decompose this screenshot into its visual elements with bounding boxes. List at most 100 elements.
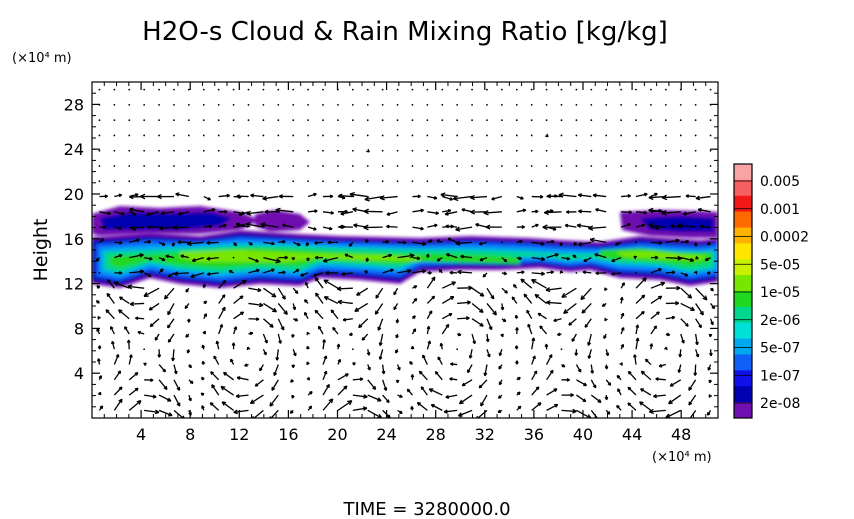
wind-vector-dot	[158, 165, 160, 167]
colorbar-swatch	[734, 275, 752, 292]
wind-vector	[685, 194, 696, 198]
y-tick-label: 28	[64, 95, 84, 114]
wind-vector	[114, 253, 123, 259]
wind-vector	[639, 401, 652, 411]
wind-vector	[603, 333, 607, 339]
wind-vector	[341, 272, 353, 276]
wind-vector-dot	[351, 88, 354, 91]
wind-vector	[210, 371, 220, 381]
x-tick-label: 40	[573, 425, 593, 444]
colorbar-label: 0.005	[760, 174, 800, 190]
wind-vector-dot	[441, 180, 444, 183]
wind-vector	[635, 210, 648, 215]
wind-vector	[323, 296, 339, 305]
wind-vector	[486, 303, 497, 316]
wind-vector	[619, 296, 624, 304]
wind-vector	[516, 195, 524, 200]
wind-vector-dot	[351, 348, 354, 351]
wind-vector	[546, 354, 553, 365]
wind-vector	[707, 364, 712, 371]
wind-vector-dot	[202, 180, 205, 183]
wind-vector-dot	[217, 88, 220, 91]
wind-vector-dot	[173, 134, 175, 137]
wind-vector	[314, 309, 324, 320]
wind-vector	[173, 364, 178, 375]
wind-vector	[186, 240, 204, 247]
wind-vector	[410, 345, 415, 350]
wind-vector	[457, 316, 470, 321]
wind-vector	[544, 343, 549, 350]
wind-vector-dot	[515, 180, 518, 183]
wind-vector	[218, 279, 227, 289]
wind-vector	[648, 222, 666, 229]
wind-vector	[470, 209, 487, 215]
wind-vector	[649, 343, 654, 350]
wind-vector-dot	[292, 165, 295, 167]
wind-vector	[233, 279, 247, 289]
wind-vector	[129, 253, 144, 259]
wind-vector-dot	[247, 104, 250, 106]
colorbar-swatch	[734, 386, 752, 403]
wind-vector	[546, 369, 554, 381]
upper-cloud-band	[92, 206, 718, 238]
wind-vector	[680, 333, 685, 344]
wind-vector	[344, 253, 354, 259]
wind-vector-dot	[381, 180, 384, 183]
wind-vector-dot	[620, 88, 623, 91]
wind-vector	[616, 374, 622, 381]
wind-vector-dot	[500, 88, 503, 91]
wind-vector	[455, 226, 473, 232]
chart-title: H2O-s Cloud & Rain Mixing Ratio [kg/kg]	[142, 17, 668, 47]
wind-vector	[687, 409, 697, 418]
wind-vector	[695, 318, 702, 329]
wind-vector	[682, 211, 696, 216]
wind-vector	[382, 240, 390, 244]
wind-vector-dot	[232, 149, 235, 152]
wind-vector	[605, 379, 612, 386]
wind-vector	[188, 394, 192, 402]
wind-vector-dot	[635, 165, 637, 167]
wind-vector	[590, 379, 597, 389]
wind-vector	[531, 209, 539, 214]
wind-vector-dot	[232, 256, 235, 259]
wind-vector	[209, 402, 220, 411]
wind-vector-dot	[679, 165, 682, 167]
wind-vector-dot	[709, 134, 712, 137]
wind-vector	[478, 241, 488, 246]
wind-vector-dot	[530, 165, 533, 167]
wind-vector-dot	[679, 134, 682, 137]
wind-vector-dot	[173, 165, 175, 167]
wind-vector	[144, 256, 153, 261]
wind-vector	[263, 241, 275, 246]
wind-vector-dot	[500, 241, 503, 244]
wind-vector	[248, 241, 253, 246]
wind-vector-dot	[679, 104, 682, 106]
wind-vector	[445, 224, 458, 229]
y-tick-label: 4	[74, 364, 84, 383]
wind-vector	[483, 364, 488, 377]
wind-vector	[520, 278, 533, 289]
wind-vector	[233, 311, 245, 320]
x-tick-label: 4	[136, 425, 146, 444]
wind-vector	[113, 386, 123, 396]
colorbar-label: 5e-05	[760, 257, 800, 273]
wind-vector	[426, 295, 436, 304]
wind-vector	[411, 315, 416, 320]
wind-vector-dot	[709, 119, 712, 122]
wind-vector	[709, 349, 713, 357]
wind-vector-dot	[500, 104, 503, 106]
wind-vector	[695, 195, 711, 201]
colorbar-label: 2e-08	[760, 396, 800, 412]
wind-vector	[514, 345, 519, 350]
wind-vector	[271, 379, 279, 391]
wind-vector	[695, 287, 708, 301]
wind-vector	[128, 400, 142, 411]
wind-vector-dot	[262, 149, 265, 152]
wind-vector	[167, 272, 175, 278]
wind-vector-dot	[709, 165, 712, 167]
wind-vector-dot	[143, 180, 146, 183]
wind-vector-dot	[337, 165, 339, 167]
wind-vector	[566, 210, 577, 214]
y-axis-label: Height	[30, 219, 52, 282]
wind-vector	[445, 394, 458, 399]
